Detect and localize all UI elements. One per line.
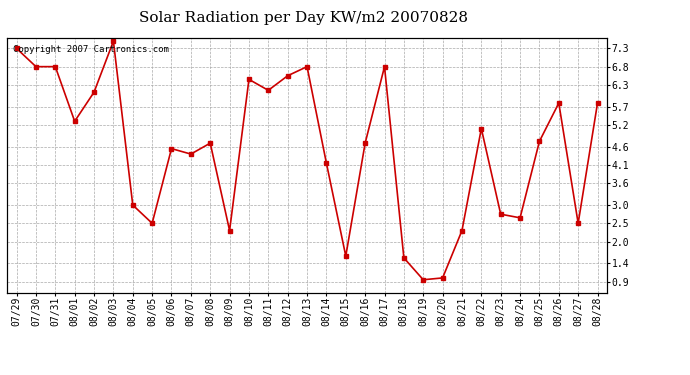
Text: Copyright 2007 Cartronics.com: Copyright 2007 Cartronics.com [13,45,169,54]
Text: Solar Radiation per Day KW/m2 20070828: Solar Radiation per Day KW/m2 20070828 [139,11,468,25]
